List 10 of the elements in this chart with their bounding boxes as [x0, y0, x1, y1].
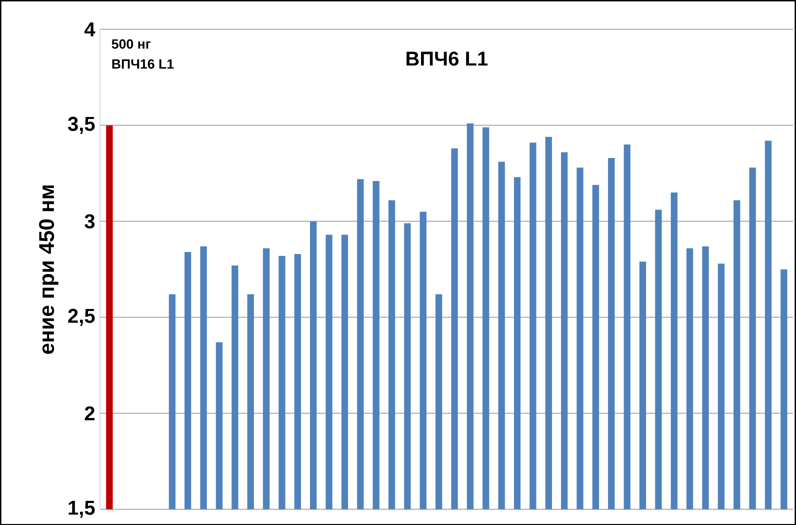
y-tick-label: 2 [84, 406, 94, 420]
y-tick-label: 4 [84, 22, 96, 36]
annotation: ВПЧ16 L1 [112, 59, 174, 69]
y-tick-label: 2,5 [68, 308, 95, 326]
y-axis-title: ение при 450 нм [39, 185, 58, 354]
text: ВПЧ6 L1 [406, 51, 488, 66]
y-tick-label: 1,5 [68, 500, 95, 518]
y-tick-label: 3,5 [68, 116, 95, 134]
y-tick-label: 3 [84, 214, 95, 228]
annotation: 500 нг [112, 39, 151, 49]
